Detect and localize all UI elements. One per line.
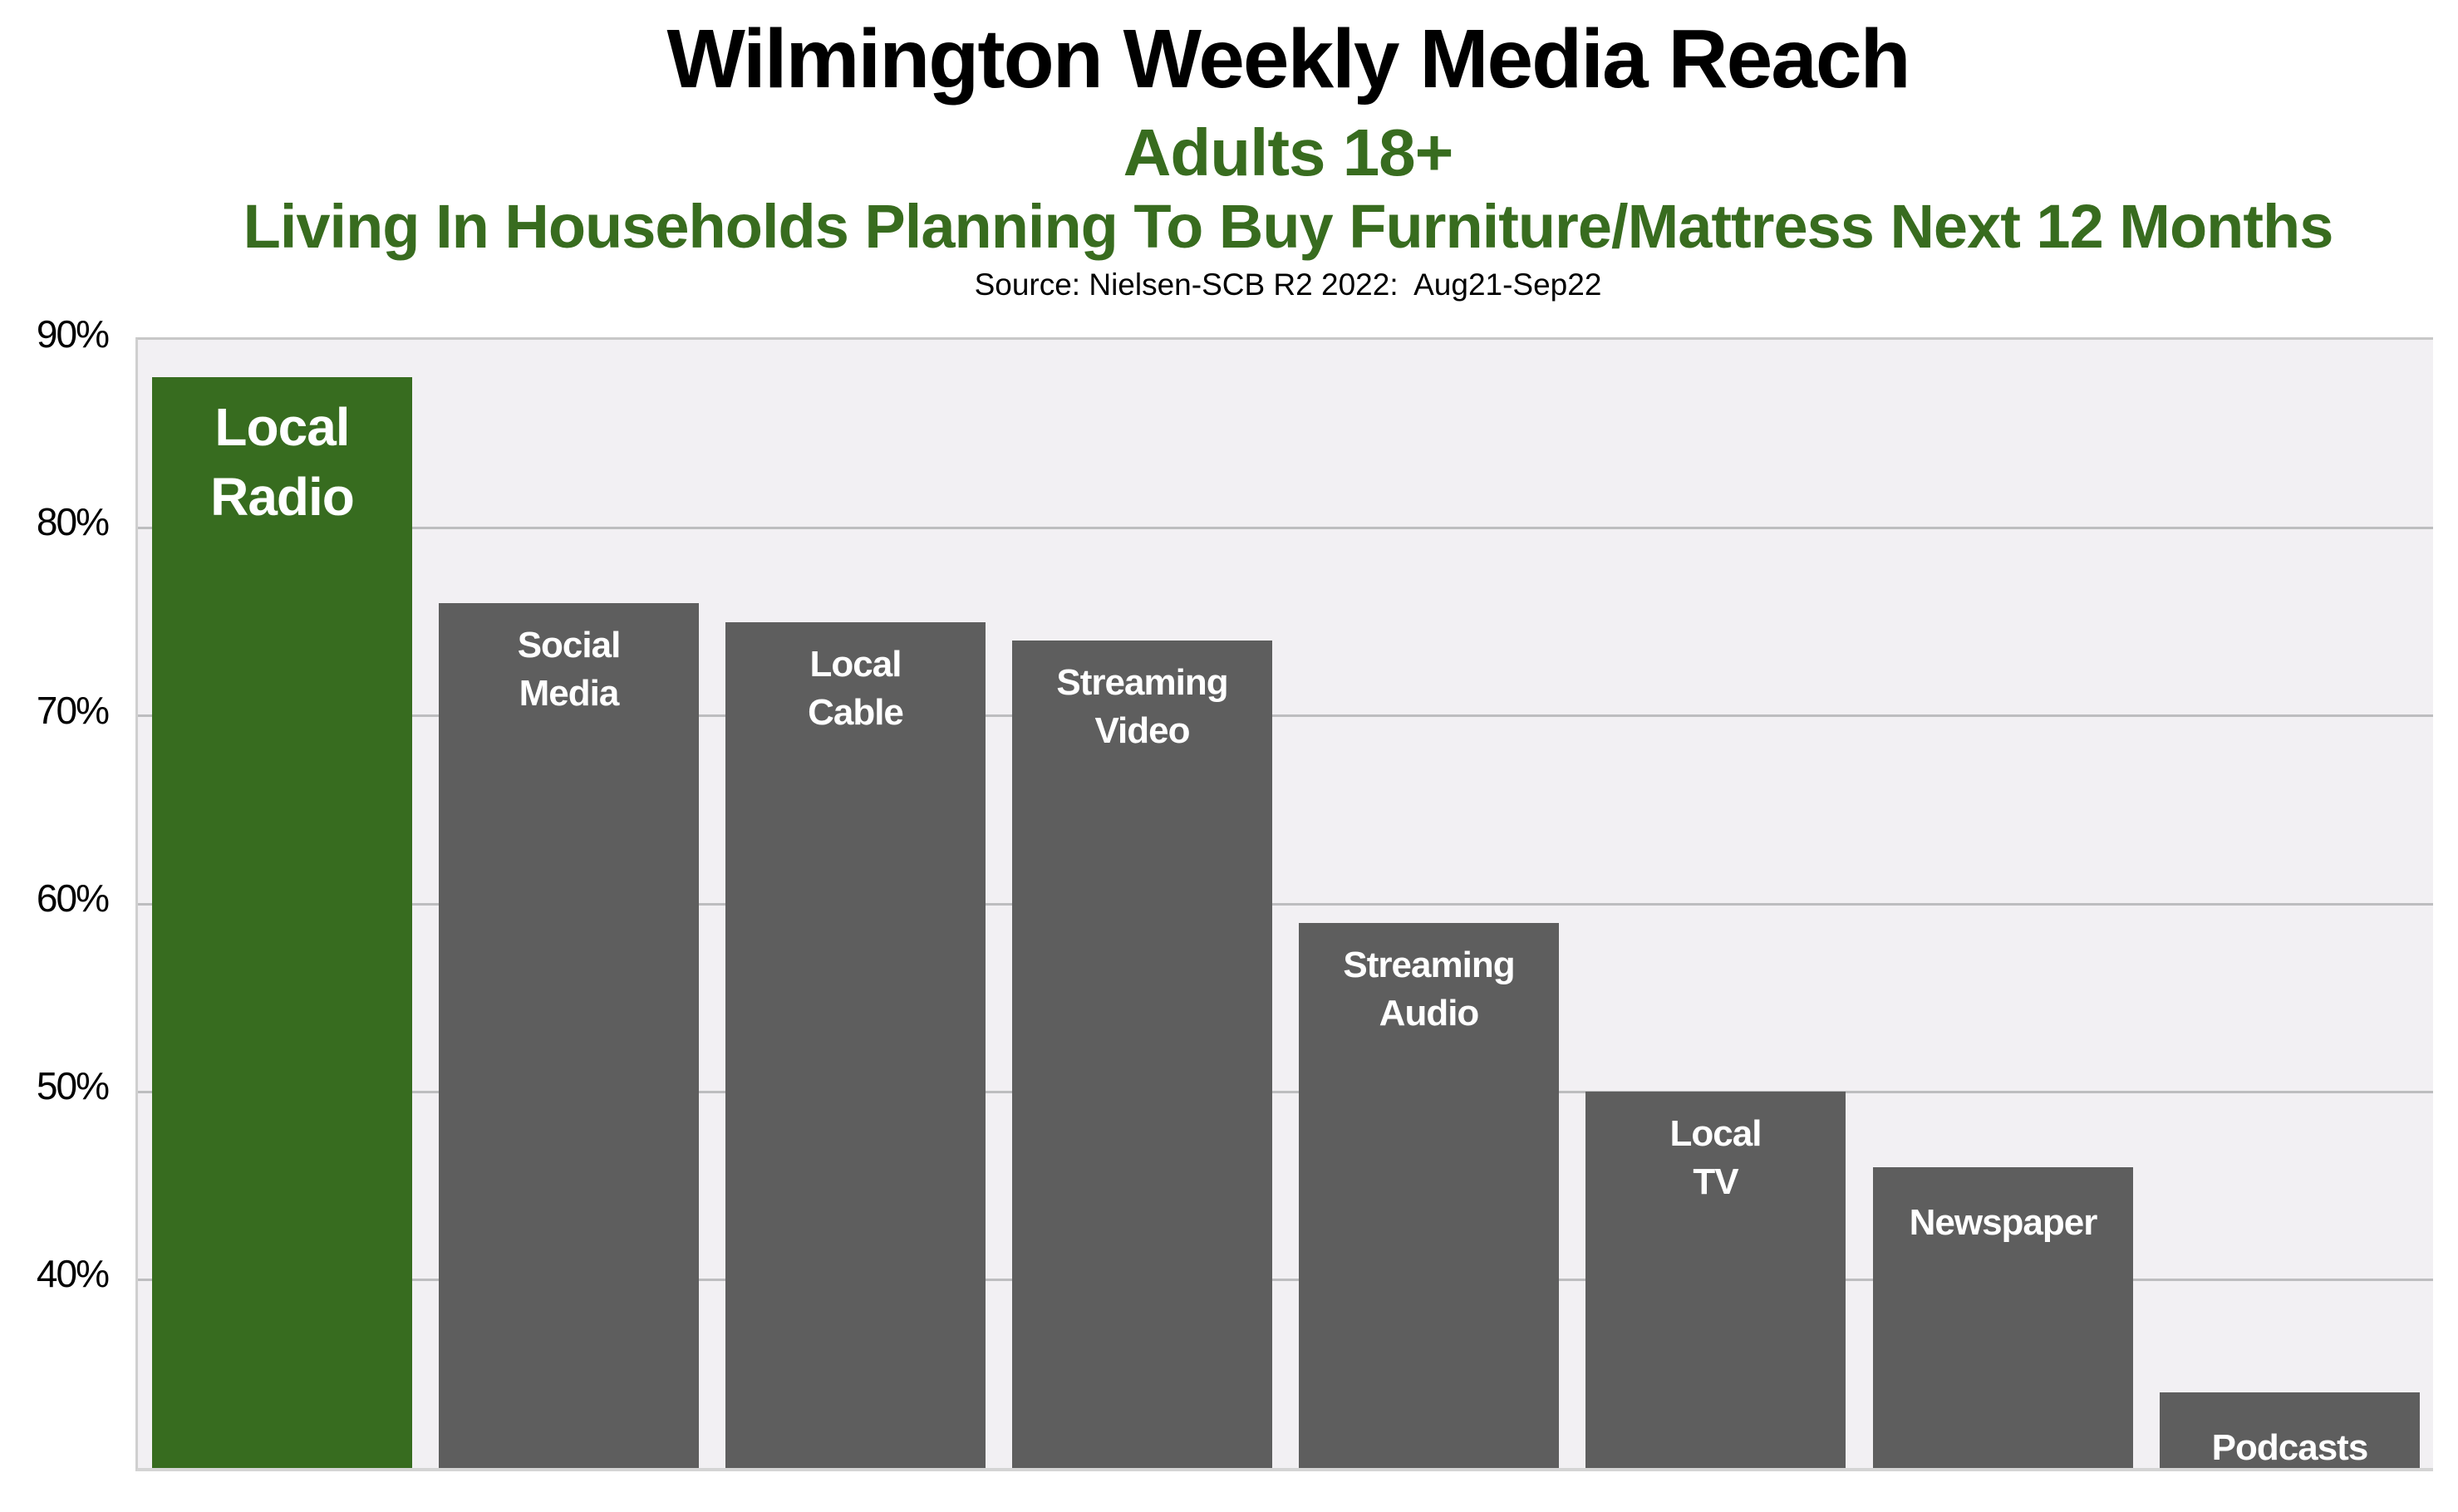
gridline-70	[138, 714, 2433, 717]
bar-label: Streaming Audio	[1343, 944, 1515, 1033]
chart-source: Source: Nielsen-SCB R2 2022: Aug21-Sep22	[974, 268, 1602, 302]
y-tick-label: 60%	[36, 876, 110, 920]
bar-podcasts: Podcasts	[2160, 1392, 2420, 1468]
bar-newspaper: Newspaper	[1873, 1166, 2133, 1468]
bar-label: Newspaper	[1909, 1201, 2098, 1243]
bar-label: Social Media	[517, 624, 622, 714]
gridline-50	[138, 1091, 2433, 1093]
bar-local-cable: Local Cable	[725, 621, 986, 1468]
bar-label: Local Radio	[210, 397, 355, 528]
bar-local-radio: Local Radio	[152, 377, 412, 1468]
chart-subtitle-segment: Living In Households Planning To Buy Fur…	[243, 192, 2334, 261]
plot-area: Local Radio Social Media Local Cable Str…	[135, 337, 2433, 1471]
bar-label: Local Cable	[808, 643, 904, 733]
bar-social-media: Social Media	[439, 602, 699, 1468]
y-tick-label: 70%	[36, 689, 110, 732]
bar-local-tv: Local TV	[1585, 1092, 1846, 1468]
bar-label: Streaming Video	[1056, 662, 1228, 752]
y-tick-label: 80%	[36, 500, 110, 543]
y-tick-label: 90%	[36, 312, 110, 356]
chart-title: Wilmington Weekly Media Reach	[666, 12, 1910, 106]
gridline-80	[138, 527, 2433, 529]
y-tick-label: 40%	[36, 1252, 110, 1295]
y-tick-label: 50%	[36, 1064, 110, 1107]
bar-label: Podcasts	[2211, 1427, 2369, 1469]
chart-subtitle-audience: Adults 18+	[1123, 115, 1454, 189]
gridline-40	[138, 1279, 2433, 1281]
bar-label: Local TV	[1669, 1113, 1762, 1203]
gridline-60	[138, 903, 2433, 906]
bar-streaming-audio: Streaming Audio	[1299, 922, 1559, 1468]
bar-streaming-video: Streaming Video	[1012, 641, 1272, 1468]
